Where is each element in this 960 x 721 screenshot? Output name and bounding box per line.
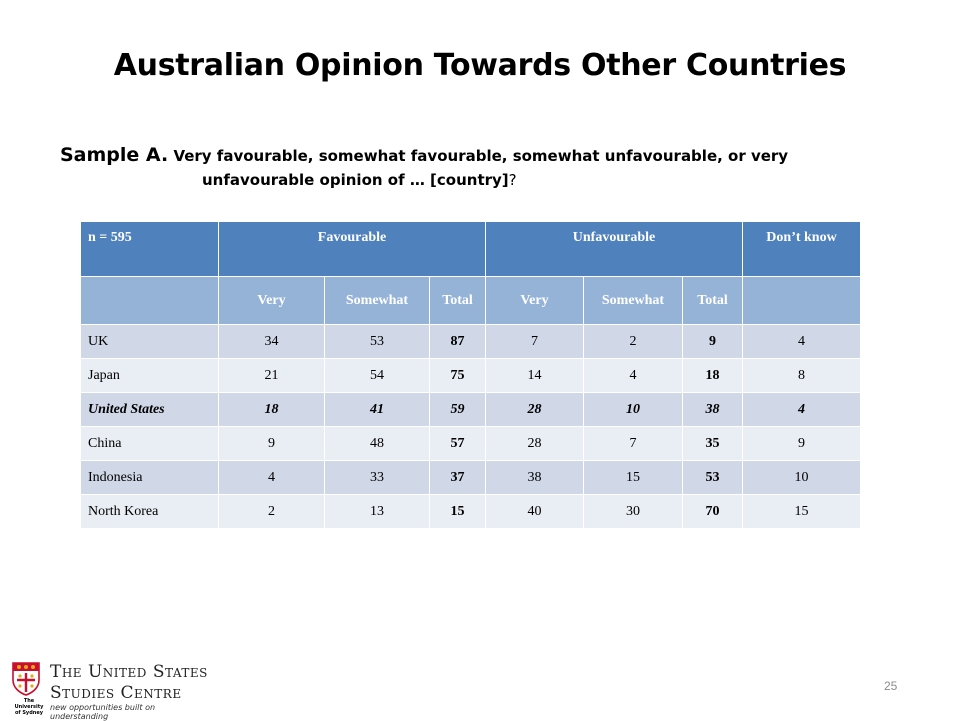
table-row: North Korea 2 13 15 40 30 70 15: [80, 494, 861, 529]
page-number: 25: [884, 679, 898, 693]
value-cell: 37: [429, 460, 486, 495]
value-cell: 9: [218, 426, 325, 461]
value-cell: 4: [742, 392, 861, 427]
opinion-table: n = 595 Favourable Unfavourable Don’t kn…: [80, 221, 861, 529]
value-cell: 15: [742, 494, 861, 529]
value-cell: 15: [429, 494, 486, 529]
value-cell: 18: [218, 392, 325, 427]
value-cell: 35: [682, 426, 743, 461]
university-crest-icon: [12, 662, 40, 696]
org-name: The United States Studies Centre: [50, 662, 208, 704]
table-body: UK 34 53 87 7 2 9 4 Japan 21 54 75 14 4 18 8 United Stat…: [80, 324, 861, 529]
country-cell: Japan: [80, 358, 219, 393]
country-cell: North Korea: [80, 494, 219, 529]
value-cell: 28: [485, 426, 584, 461]
subheader-blank: [742, 276, 861, 325]
question-mark: ?: [508, 171, 517, 189]
country-cell: China: [80, 426, 219, 461]
value-cell: 21: [218, 358, 325, 393]
country-cell: Indonesia: [80, 460, 219, 495]
favourable-header: Favourable: [218, 221, 486, 277]
subheader-blank: [80, 276, 219, 325]
value-cell: 70: [682, 494, 743, 529]
unfavourable-header: Unfavourable: [485, 221, 743, 277]
value-cell: 2: [218, 494, 325, 529]
value-cell: 53: [682, 460, 743, 495]
value-cell: 40: [485, 494, 584, 529]
org-name-line-1: The United States: [50, 662, 208, 682]
value-cell: 38: [682, 392, 743, 427]
value-cell: 7: [583, 426, 683, 461]
value-cell: 53: [324, 324, 430, 359]
value-cell: 30: [583, 494, 683, 529]
slide-title: Australian Opinion Towards Other Countri…: [113, 48, 847, 83]
country-cell: United States: [80, 392, 219, 427]
subheader-somewhat: Somewhat: [324, 276, 430, 325]
value-cell: 13: [324, 494, 430, 529]
value-cell: 8: [742, 358, 861, 393]
value-cell: 54: [324, 358, 430, 393]
value-cell: 87: [429, 324, 486, 359]
subheader-very: Very: [485, 276, 584, 325]
table-row: China 9 48 57 28 7 35 9: [80, 426, 861, 461]
subheader-total: Total: [429, 276, 486, 325]
subheader-very: Very: [218, 276, 325, 325]
org-tagline: new opportunities built on understanding: [50, 703, 156, 721]
value-cell: 28: [485, 392, 584, 427]
value-cell: 2: [583, 324, 683, 359]
value-cell: 41: [324, 392, 430, 427]
country-cell: UK: [80, 324, 219, 359]
value-cell: 10: [583, 392, 683, 427]
subheader-total: Total: [682, 276, 743, 325]
value-cell: 7: [485, 324, 584, 359]
table-header-groups: n = 595 Favourable Unfavourable Don’t kn…: [80, 221, 861, 277]
question-line-2: unfavourable opinion of … [country]: [202, 171, 509, 189]
value-cell: 4: [218, 460, 325, 495]
value-cell: 9: [742, 426, 861, 461]
value-cell: 10: [742, 460, 861, 495]
value-cell: 15: [583, 460, 683, 495]
value-cell: 38: [485, 460, 584, 495]
table-row: Indonesia 4 33 37 38 15 53 10: [80, 460, 861, 495]
value-cell: 4: [742, 324, 861, 359]
ussc-logo: The University of Sydney The United Stat…: [12, 660, 212, 721]
sample-question: Sample A. Very favourable, somewhat favo…: [60, 143, 880, 192]
value-cell: 59: [429, 392, 486, 427]
value-cell: 4: [583, 358, 683, 393]
value-cell: 75: [429, 358, 486, 393]
org-name-line-2: Studies Centre: [50, 683, 182, 703]
table-row: Japan 21 54 75 14 4 18 8: [80, 358, 861, 393]
value-cell: 34: [218, 324, 325, 359]
value-cell: 14: [485, 358, 584, 393]
table-header-subgroups: Very Somewhat Total Very Somewhat Total: [80, 276, 861, 325]
value-cell: 57: [429, 426, 486, 461]
value-cell: 48: [324, 426, 430, 461]
sample-size-header: n = 595: [80, 221, 219, 277]
table-row: UK 34 53 87 7 2 9 4: [80, 324, 861, 359]
table-row: United States 18 41 59 28 10 38 4: [80, 392, 861, 427]
question-line-1: Very favourable, somewhat favourable, so…: [173, 147, 789, 165]
sample-label: Sample A.: [60, 144, 169, 166]
value-cell: 33: [324, 460, 430, 495]
subheader-somewhat: Somewhat: [583, 276, 683, 325]
university-name: The University of Sydney: [14, 698, 44, 716]
dont-know-header: Don’t know: [742, 221, 861, 277]
value-cell: 18: [682, 358, 743, 393]
value-cell: 9: [682, 324, 743, 359]
